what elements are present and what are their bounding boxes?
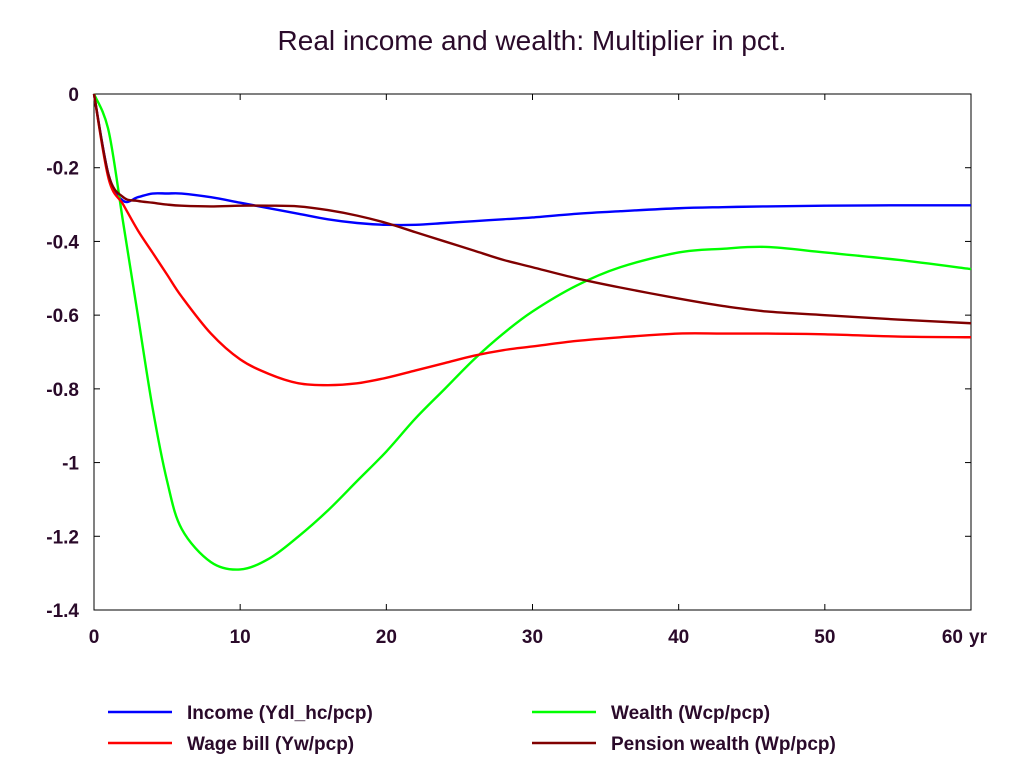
x-tick-label: 0 <box>89 627 100 648</box>
income-line <box>92 93 972 227</box>
legend-item-pension-wealth: Pension wealth (Wp/pcp) <box>532 734 836 755</box>
legend: Income (Ydl_hc/pcp) Wealth (Wcp/pcp) Wage … <box>108 703 836 755</box>
x-tick-label: 30 <box>522 627 543 648</box>
x-tick-label: 10 <box>230 627 251 648</box>
lines-layer <box>92 93 972 571</box>
y-tick-label: -1 <box>62 454 79 475</box>
y-tick-label: -1.4 <box>46 601 79 622</box>
y-tick-label: -0.2 <box>46 159 79 180</box>
y-tick-label: -0.6 <box>46 306 79 327</box>
legend-item-income: Income (Ydl_hc/pcp) <box>108 703 373 724</box>
x-unit-label: yr <box>969 627 988 648</box>
wage-bill-line <box>92 93 972 387</box>
chart-title: Real income and wealth: Multiplier in pc… <box>278 25 787 56</box>
legend-item-wage-bill: Wage bill (Yw/pcp) <box>108 734 354 755</box>
x-tick-label: 40 <box>668 627 689 648</box>
x-tick-label: 60 <box>942 627 963 648</box>
pension-wealth-line <box>92 93 972 325</box>
y-tick-label: -0.4 <box>46 232 79 253</box>
x-tick-label: 20 <box>376 627 397 648</box>
wealth-line <box>92 93 972 571</box>
legend-label: Pension wealth (Wp/pcp) <box>611 734 836 755</box>
y-tick-label: -1.2 <box>46 527 79 548</box>
legend-label: Wage bill (Yw/pcp) <box>187 734 354 755</box>
legend-label: Income (Ydl_hc/pcp) <box>187 703 373 724</box>
y-tick-label: -0.8 <box>46 380 79 401</box>
x-tick-label: 50 <box>814 627 835 648</box>
legend-item-wealth: Wealth (Wcp/pcp) <box>532 703 770 724</box>
legend-label: Wealth (Wcp/pcp) <box>611 703 770 724</box>
ticks-layer: 0 -0.2 -0.4 -0.6 -0.8 -1 -1.2 -1.4 0 10 20 30 40 50 60… <box>46 85 987 648</box>
y-tick-label: 0 <box>68 85 79 106</box>
plot-frame <box>93 93 972 611</box>
